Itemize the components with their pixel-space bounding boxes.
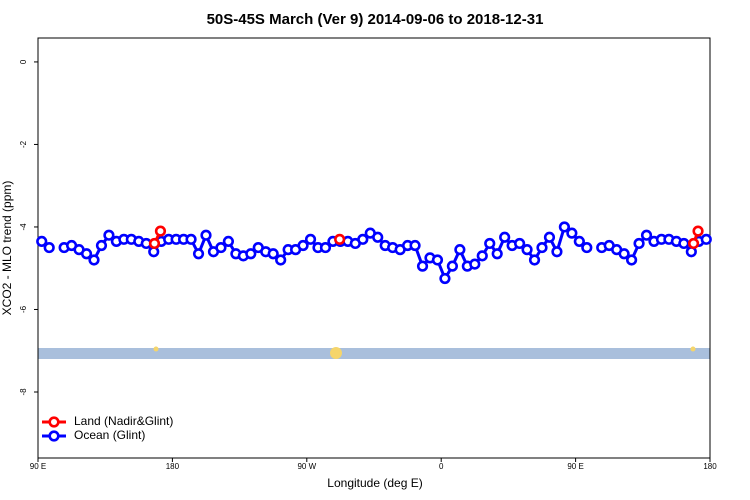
y-tick-label: 0: [19, 59, 28, 64]
point: [185, 233, 197, 245]
point: [80, 248, 93, 260]
point: [200, 229, 212, 241]
point: [267, 248, 279, 260]
point: [275, 254, 287, 266]
legend-marker: [48, 416, 60, 428]
point: [95, 239, 108, 252]
point: [640, 229, 653, 241]
plot-frame: [37, 37, 711, 459]
point: [558, 221, 571, 233]
point: [245, 248, 257, 260]
point: [304, 233, 317, 245]
point: [439, 272, 451, 285]
point: [416, 260, 429, 272]
point: [521, 244, 533, 256]
y-tick-label: -2: [19, 140, 28, 148]
point: [551, 246, 563, 258]
marker-blob: [330, 347, 342, 359]
point: [148, 237, 161, 250]
point: [573, 235, 585, 247]
point: [192, 248, 205, 260]
y-axis-label: XCO2 - MLO trend (ppm): [0, 181, 14, 316]
surface-band: [38, 348, 710, 359]
point: [476, 250, 488, 262]
point: [536, 241, 548, 254]
point: [297, 239, 309, 252]
point: [469, 258, 481, 270]
y-tick-label: -8: [19, 388, 28, 396]
chart-title: 50S-45S March (Ver 9) 2014-09-06 to 2018…: [207, 11, 544, 28]
point: [372, 231, 384, 243]
y-tick-label: -4: [19, 223, 28, 231]
point: [409, 239, 421, 252]
point: [357, 233, 369, 245]
point: [215, 241, 227, 254]
point: [625, 254, 638, 266]
x-tick-label: 90 E: [30, 462, 46, 471]
marker-blob: [153, 346, 159, 352]
point: [543, 231, 556, 243]
point: [581, 241, 593, 254]
point: [154, 225, 167, 237]
y-tick-label: -6: [19, 305, 28, 313]
point: [454, 244, 466, 256]
point: [43, 241, 55, 254]
x-tick-label: 0: [439, 462, 444, 471]
point: [446, 260, 459, 272]
point: [36, 235, 48, 247]
point: [700, 233, 712, 245]
point: [692, 225, 704, 237]
legend-label: Land (Nadir&Glint): [74, 414, 173, 428]
x-tick-label: 180: [166, 462, 180, 471]
x-tick-label: 90 W: [297, 462, 316, 471]
legend-marker: [48, 430, 60, 442]
marker-blob: [690, 346, 696, 352]
x-tick-label: 90 E: [567, 462, 583, 471]
point: [88, 254, 100, 266]
point: [566, 227, 578, 239]
point: [491, 248, 503, 260]
point: [431, 254, 444, 266]
point: [103, 229, 115, 241]
legend-label: Ocean (Glint): [74, 428, 145, 442]
point: [334, 233, 346, 245]
point: [633, 237, 645, 250]
point: [499, 231, 511, 243]
x-tick-label: 180: [703, 462, 717, 471]
point: [528, 254, 541, 266]
point: [222, 235, 234, 247]
point: [678, 237, 690, 250]
x-axis-label: Longitude (deg E): [327, 476, 422, 490]
point: [484, 237, 496, 250]
point: [687, 237, 700, 250]
point: [618, 248, 630, 260]
point: [513, 237, 526, 250]
point: [319, 241, 332, 254]
